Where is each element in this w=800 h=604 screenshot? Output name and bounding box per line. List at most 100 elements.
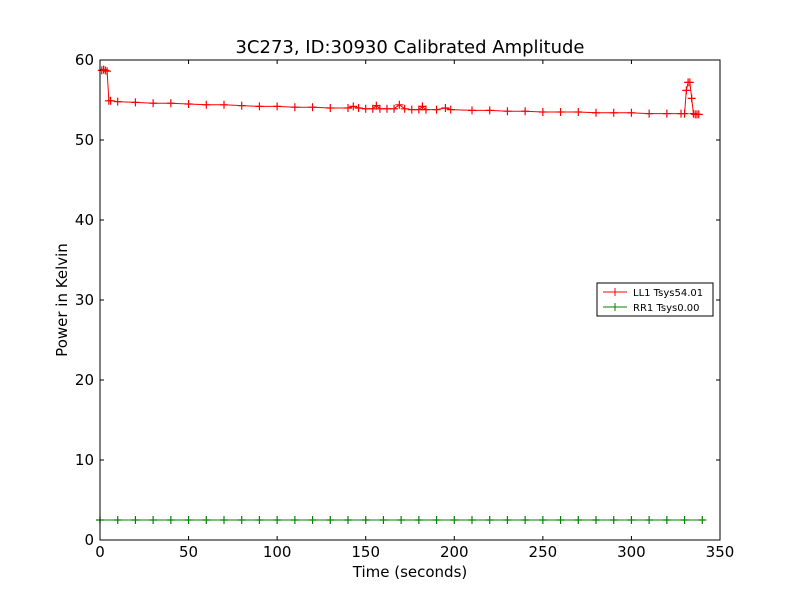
x-tick-label: 50 <box>179 543 198 561</box>
series-line <box>101 69 699 115</box>
y-tick-label: 50 <box>75 131 94 149</box>
data-point <box>113 516 122 524</box>
plot-area <box>96 65 707 524</box>
data-point <box>202 100 211 109</box>
data-point <box>521 107 530 116</box>
data-point <box>101 66 110 75</box>
data-point <box>574 516 583 524</box>
data-point <box>446 105 455 114</box>
series-1 <box>96 516 707 524</box>
data-point <box>344 104 352 112</box>
axis-ticks: 0 50 100 150 200 250 300 350 0 10 20 30 40 50 60 <box>75 51 734 561</box>
y-tick-label: 0 <box>84 531 94 549</box>
legend-box <box>596 282 714 317</box>
data-point <box>290 516 299 524</box>
data-point <box>237 516 246 524</box>
legend-marker-rr1 <box>611 303 619 311</box>
data-point <box>106 96 115 105</box>
data-point <box>503 107 512 116</box>
data-point <box>521 516 530 524</box>
data-point <box>407 105 416 114</box>
data-point <box>273 516 282 524</box>
y-axis-label: Power in Kelvin <box>53 243 71 357</box>
data-point <box>149 99 158 108</box>
data-point <box>468 516 476 524</box>
data-point <box>255 102 264 111</box>
data-point <box>556 516 565 524</box>
data-point <box>414 516 423 524</box>
data-point <box>609 108 618 117</box>
data-point <box>687 94 696 103</box>
data-point <box>379 516 388 524</box>
data-point <box>273 102 282 111</box>
data-point <box>592 108 600 117</box>
x-tick-label: 0 <box>95 543 105 561</box>
y-tick-label: 40 <box>75 211 94 229</box>
data-point <box>166 516 175 524</box>
data-point <box>592 516 600 524</box>
data-point <box>220 516 228 524</box>
data-point <box>131 516 140 524</box>
data-point <box>184 100 193 108</box>
data-point <box>290 103 299 112</box>
data-point <box>441 104 450 112</box>
data-point <box>609 516 618 524</box>
data-point <box>468 106 476 115</box>
data-point <box>361 516 370 524</box>
data-point <box>99 65 108 74</box>
x-tick-label: 350 <box>706 543 735 561</box>
data-point <box>645 516 654 524</box>
x-axis-label: Time (seconds) <box>352 563 468 581</box>
data-point <box>395 100 404 109</box>
data-point <box>255 516 264 524</box>
data-point <box>627 516 636 524</box>
y-tick-label: 60 <box>75 51 94 69</box>
data-point <box>662 109 671 118</box>
data-point <box>680 109 689 118</box>
data-point <box>538 516 547 524</box>
data-point <box>645 109 654 118</box>
data-point <box>574 108 583 116</box>
y-tick-label: 30 <box>75 291 94 309</box>
legend: LL1 Tsys54.01 RR1 Tsys0.00 <box>596 282 714 317</box>
series-0 <box>97 65 703 119</box>
data-point <box>627 108 636 117</box>
x-tick-label: 150 <box>351 543 380 561</box>
data-point <box>361 104 370 113</box>
data-point <box>432 516 441 524</box>
x-tick-label: 300 <box>617 543 646 561</box>
data-point <box>680 516 689 524</box>
data-point <box>326 516 335 524</box>
data-point <box>397 516 406 524</box>
data-point <box>326 104 335 112</box>
data-point <box>382 104 391 113</box>
legend-marker-ll1 <box>611 288 619 296</box>
data-point <box>237 101 246 110</box>
data-point <box>400 104 409 113</box>
data-point <box>103 67 112 76</box>
data-point <box>485 106 494 115</box>
data-point <box>390 104 399 113</box>
data-point <box>202 516 211 524</box>
data-point <box>166 99 175 108</box>
data-point <box>662 516 671 524</box>
data-point <box>485 516 494 524</box>
x-tick-label: 250 <box>529 543 558 561</box>
data-point <box>694 110 703 119</box>
data-point <box>354 104 363 112</box>
data-point <box>375 104 384 113</box>
data-point <box>349 102 358 111</box>
data-point <box>421 105 430 114</box>
data-point <box>685 78 694 87</box>
chart-title: 3C273, ID:30930 Calibrated Amplitude <box>235 37 584 58</box>
data-point <box>344 516 352 524</box>
y-tick-label: 10 <box>75 451 94 469</box>
data-point <box>113 97 122 106</box>
data-point <box>308 516 317 524</box>
data-point <box>682 86 691 95</box>
x-tick-label: 100 <box>263 543 292 561</box>
data-point <box>149 516 158 524</box>
data-point <box>556 108 565 116</box>
